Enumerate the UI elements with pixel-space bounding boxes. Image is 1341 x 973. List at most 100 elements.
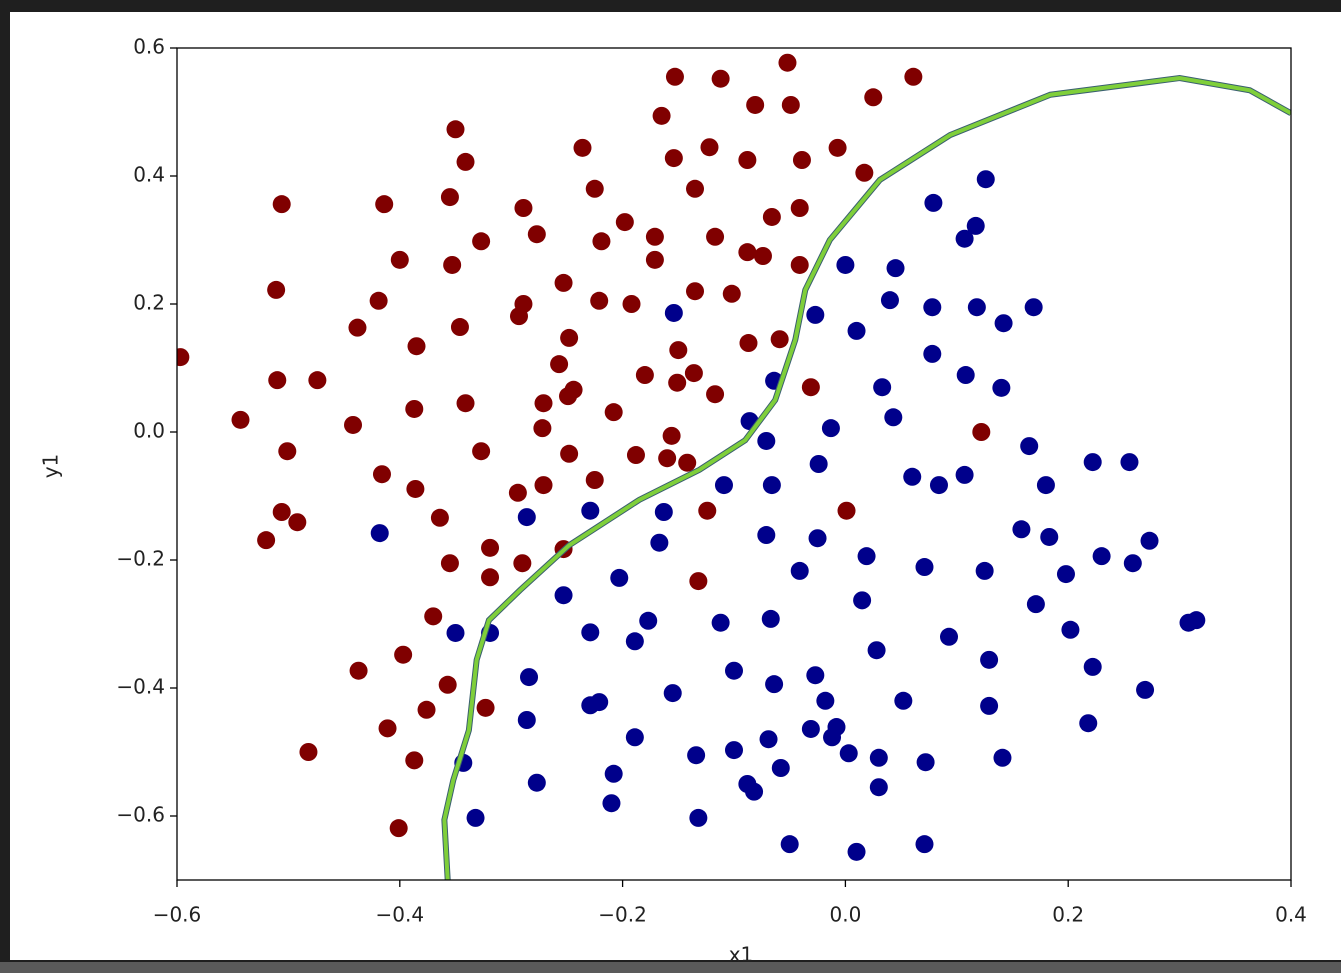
point [828, 138, 847, 157]
point [757, 431, 776, 450]
point [308, 371, 327, 390]
point [725, 661, 743, 680]
point [757, 526, 776, 545]
point [873, 378, 892, 397]
point [592, 232, 611, 251]
point [625, 632, 644, 651]
point [604, 403, 623, 422]
point [585, 471, 604, 489]
point [853, 591, 872, 610]
point [369, 291, 388, 310]
point [472, 442, 491, 461]
point [778, 53, 797, 72]
point [739, 334, 758, 353]
point [762, 207, 781, 226]
point [972, 423, 991, 441]
point [1026, 595, 1045, 614]
point [706, 227, 725, 246]
point [625, 728, 644, 747]
point [725, 741, 743, 760]
point [955, 465, 974, 484]
point [806, 305, 825, 324]
point [581, 623, 600, 642]
point [430, 508, 449, 527]
point [517, 711, 536, 729]
point [581, 501, 600, 520]
point [855, 163, 874, 182]
point [864, 88, 883, 107]
point [722, 284, 741, 303]
point [762, 476, 781, 495]
point [443, 255, 462, 274]
point [424, 607, 443, 626]
point [378, 719, 397, 738]
point [1136, 680, 1155, 699]
point [604, 764, 623, 783]
point [389, 819, 408, 838]
point [560, 444, 579, 463]
point [554, 273, 573, 292]
point [456, 394, 475, 413]
plot-area: −0.6 −0.4 −0.2 0.0 0.2 0.4 −0.6 −0.4 −0.2 0.0 0.2 0… [116, 35, 1306, 927]
point [975, 561, 994, 580]
point [669, 341, 688, 360]
point [1079, 714, 1098, 733]
point [394, 645, 413, 664]
point [639, 611, 658, 630]
point [714, 476, 733, 495]
point [847, 842, 866, 861]
point [533, 419, 552, 438]
point [738, 151, 757, 169]
y-tick-label: 0.6 [133, 35, 165, 59]
y-tick-label: −0.6 [116, 803, 165, 827]
point [687, 746, 706, 765]
bottom-bar [0, 962, 1341, 973]
point [456, 152, 475, 171]
point [590, 291, 609, 310]
point [654, 503, 673, 521]
point [417, 700, 436, 719]
point [472, 232, 491, 251]
point [550, 355, 569, 374]
point [299, 743, 318, 761]
point [348, 318, 367, 337]
point [406, 479, 425, 498]
point [686, 179, 705, 198]
point [272, 503, 291, 521]
point [481, 568, 500, 587]
point [790, 255, 809, 274]
point [780, 835, 799, 854]
point [405, 399, 424, 418]
point [662, 426, 681, 445]
point [520, 668, 539, 687]
point [288, 513, 307, 532]
point [761, 609, 780, 628]
point [992, 378, 1011, 397]
point [508, 483, 527, 502]
y-tick-label: −0.2 [116, 547, 165, 571]
point [929, 476, 948, 495]
x-tick-label: −0.6 [153, 903, 202, 927]
point [904, 67, 923, 86]
point [650, 533, 669, 552]
x-tick-label: −0.4 [376, 903, 425, 927]
point [446, 623, 465, 642]
point [1083, 453, 1102, 472]
point [407, 337, 426, 356]
point [903, 467, 922, 486]
point [684, 364, 703, 383]
point [836, 255, 855, 274]
point [801, 378, 820, 397]
y-tick-label: 0.4 [133, 163, 165, 187]
point [652, 106, 671, 125]
point [440, 554, 459, 573]
point [689, 572, 708, 591]
point [602, 794, 621, 813]
point [268, 371, 287, 390]
point [809, 455, 828, 473]
point [759, 730, 778, 749]
point [645, 250, 664, 269]
point [527, 225, 546, 244]
figure-background [10, 12, 1341, 960]
point [664, 303, 683, 322]
